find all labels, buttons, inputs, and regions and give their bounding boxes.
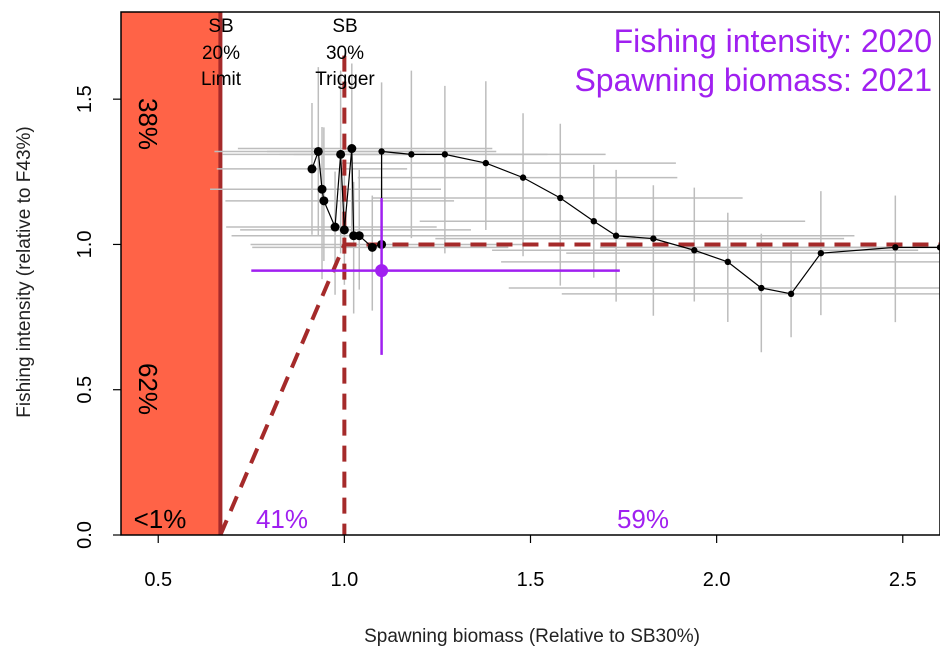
trajectory-point	[307, 164, 317, 174]
fishing-intensity-year: Fishing intensity: 2020	[614, 23, 932, 59]
x-axis: 0.5 1.0 1.5 2.0 2.5	[144, 534, 917, 591]
current-status	[251, 197, 620, 355]
trajectory-point	[317, 184, 327, 194]
svg-text:Limit: Limit	[201, 69, 242, 90]
svg-text:SB: SB	[208, 16, 233, 37]
trajectory-point	[319, 196, 329, 206]
trajectory-point	[650, 235, 657, 242]
trajectory-point	[936, 244, 940, 251]
x-tick-label: 2.0	[703, 569, 731, 591]
limit-region	[121, 12, 221, 535]
trajectory-point	[313, 146, 323, 156]
svg-text:20%: 20%	[202, 43, 240, 64]
trajectory-point	[482, 159, 490, 167]
trajectory-point	[590, 218, 597, 225]
x-axis-title: Spawning biomass (Relative to SB30%)	[364, 626, 700, 647]
svg-text:SB: SB	[332, 16, 357, 37]
trajectory-point	[519, 174, 527, 181]
y-axis-title: Fishing intensity (relative to F43%)	[14, 126, 35, 417]
x-tick-label: 0.5	[144, 569, 172, 591]
svg-text:30%: 30%	[326, 43, 364, 64]
current-point	[375, 264, 389, 278]
prob-between-limit-trigger: 41%	[256, 504, 308, 534]
svg-text:Trigger: Trigger	[315, 69, 375, 90]
trajectory-point	[408, 151, 415, 158]
trajectory-point	[557, 194, 564, 202]
trajectory-point	[354, 231, 364, 241]
trajectory-point	[892, 244, 899, 251]
y-axis: 0.0 0.5 1.0 1.5	[74, 85, 121, 549]
x-tick-label: 1.5	[517, 569, 545, 591]
y-tick-label: 1.0	[74, 231, 96, 259]
trajectory-point	[612, 232, 620, 239]
prob-above-trigger: 59%	[617, 504, 669, 534]
trajectory-point	[441, 151, 449, 158]
x-tick-label: 1.0	[330, 569, 358, 591]
trajectory-point	[336, 149, 346, 159]
prob-above-target-f: 38%	[133, 98, 163, 150]
trajectory-point	[339, 225, 349, 235]
trigger-label: SB 30% Trigger	[315, 16, 375, 90]
y-tick-label: 0.0	[74, 521, 96, 549]
trajectory-point	[347, 144, 357, 154]
y-tick-label: 1.5	[74, 85, 96, 113]
spawning-biomass-year: Spawning biomass: 2021	[574, 62, 932, 98]
trajectory-point	[367, 242, 377, 252]
trajectory-line	[311, 148, 940, 295]
x-tick-label: 2.5	[889, 569, 917, 591]
prob-below-target-f: 62%	[133, 363, 163, 415]
prob-below-limit: <1%	[134, 504, 187, 534]
trajectory-point	[724, 258, 732, 266]
y-tick-label: 0.5	[74, 376, 96, 404]
trajectory-point	[787, 290, 795, 298]
limit-label: SB 20% Limit	[201, 16, 242, 90]
trajectory-point	[758, 284, 765, 292]
trajectory-points	[307, 144, 940, 298]
trajectory-point	[330, 222, 340, 232]
trajectory-point	[817, 249, 825, 257]
trajectory-point	[378, 148, 385, 155]
trajectory-point	[691, 247, 698, 254]
